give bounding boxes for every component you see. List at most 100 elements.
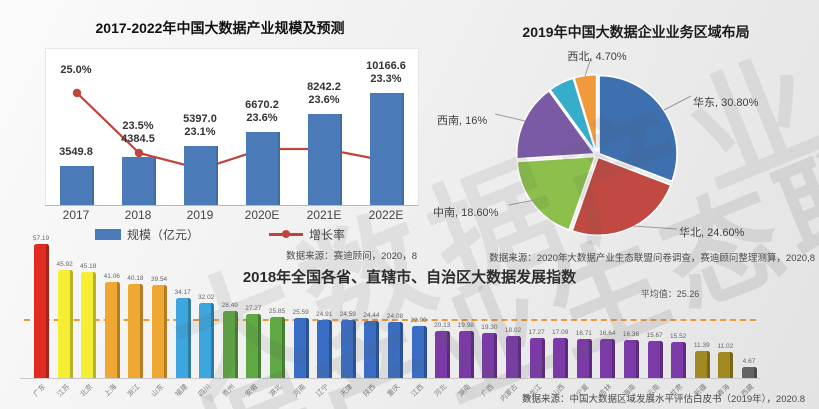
pie-leader-line-华北 [632,225,678,230]
data-label: 23.1% [184,126,216,138]
pie-leader-line-中南 [508,199,536,206]
data-label: 8242.2 [307,81,341,93]
province-value-海南: 16.36 [622,330,640,338]
province-value-西藏: 4.67 [742,358,756,366]
average-value-label: 平均值：25.26 [640,289,700,299]
pie-label-中南: 中南, 18.60% [433,207,499,219]
province-index-panel: 2018年全国各省、直辖市、自治区大数据发展指数 平均值：25.26 57.19… [0,235,819,409]
province-value-山东: 39.54 [150,276,168,284]
scale-bar-2018 [122,157,156,205]
province-value-广西: 19.30 [481,323,498,331]
pie-label-华北: 华北, 24.60% [679,227,745,239]
pie-leader-line-西南 [494,113,526,122]
data-label: 23.3% [370,73,402,85]
province-bar-湖南 [458,331,474,378]
x-axis-label-2017: 2017 [62,208,90,222]
province-value-上海: 41.06 [103,272,120,280]
province-bar-山东 [152,285,167,378]
province-bar-上海 [104,281,120,378]
province-value-陕西: 24.44 [363,311,380,319]
pie-chart-title: 2019年中国大数据企业业务区域布局 [522,24,750,40]
industry-scale-chart-panel: 2017-2022年中国大数据产业规模及预测 规模（亿元） 增长率 数据来源：赛… [15,8,425,263]
bar-legend-label: 规模（亿元） [126,228,199,242]
bar-legend-swatch [94,229,121,240]
legend-item-growth: 增长率 [269,226,345,243]
pie-leader-line-华东 [663,95,692,111]
province-value-黑龙江: 17.27 [528,328,545,336]
province-bar-北京 [81,272,97,378]
province-value-湖北: 25.85 [268,308,286,316]
average-dashed-line [24,318,756,321]
pie-label-西南: 西南, 16% [437,115,488,127]
scale-bar-2022E [370,93,404,205]
data-label: 10166.6 [366,60,406,72]
province-bar-吉林 [600,339,616,378]
province-bar-青海 [718,352,734,378]
growth-point-2018 [134,148,144,158]
province-bar-江苏 [57,270,73,378]
province-value-湖南: 19.98 [457,322,474,330]
province-value-新疆: 11.39 [693,342,710,350]
province-value-江苏: 45.92 [56,261,73,269]
province-value-吉林: 16.64 [599,330,616,337]
province-chart-source: 数据来源：中国大数据区域发展水平评估白皮书（2019年），2020.8 [522,394,805,405]
province-axis-line [20,378,760,379]
legend-item-scale: 规模（亿元） [94,226,199,243]
province-bar-甘肃 [671,341,687,378]
scale-bar-2021E [308,114,342,205]
province-bar-内蒙古 [506,335,521,378]
data-label: 23.6% [246,112,278,124]
combo-chart-legend: 规模（亿元） 增长率 [15,226,425,243]
data-label: 23.6% [308,94,340,106]
province-value-内蒙古: 18.02 [504,326,522,334]
combo-chart-plot [45,48,419,206]
x-axis-label-2018: 2018 [124,208,152,222]
province-value-云南: 15.67 [646,332,663,340]
province-bar-浙江 [128,283,144,378]
growth-label-2017: 25.0% [60,64,92,76]
province-bar-西藏 [742,367,757,378]
pie-label-西北: 西北, 4.70% [567,51,627,63]
province-bar-云南 [647,341,663,378]
province-bar-陕西 [364,320,380,378]
data-label: 6670.2 [245,99,279,111]
x-axis-label-2020E: 2020E [244,208,280,222]
province-value-安徽: 27.27 [245,305,262,313]
province-value-青海: 11.02 [717,343,734,351]
province-bar-宁夏 [576,338,592,378]
province-bar-广东 [34,244,49,378]
province-value-四川: 32.02 [198,293,215,301]
province-chart-title: 2018年全国各省、直辖市、自治区大数据发展指数 [242,269,577,286]
province-bar-福建 [175,297,191,378]
province-value-辽宁: 24.91 [316,310,333,318]
regional-pie-panel: 2019年中国大数据企业业务区域布局 华东, 30.80% 华北, 24.60% 中… [425,8,817,264]
pie-slice-中南 [516,155,597,232]
combo-chart-source: 数据来源：赛迪顾问，2020，8 [286,251,417,262]
province-bar-河南 [293,318,309,378]
province-bar-山西 [553,337,569,378]
x-axis-label-2021E: 2021E [306,208,342,222]
line-legend-label: 增长率 [309,228,346,242]
province-bar-江西 [411,326,427,378]
province-bar-辽宁 [317,319,333,378]
pie-slice-华东 [598,74,678,183]
scale-bar-2017 [60,166,94,205]
x-axis-label-2019: 2019 [186,208,214,222]
data-label: 5397.0 [183,113,217,125]
province-value-贵州: 28.49 [221,302,238,310]
data-label: 3549.8 [59,146,93,158]
province-value-广东: 57.19 [32,235,50,242]
province-bar-黑龙江 [529,337,545,378]
province-bar-新疆 [694,351,710,378]
pie-chart-source: 数据来源：2020年大数据产业生态联盟问卷调查，赛迪顾问整理测算，2020,8 [489,253,815,264]
pie-slice-华北 [571,156,672,237]
province-bar-广西 [482,332,498,378]
province-value-河北: 20.13 [434,321,451,329]
province-value-重庆: 24.08 [386,312,404,320]
province-value-宁夏: 16.71 [575,329,592,337]
province-value-福建: 34.17 [174,288,191,296]
pie-leader-line-西北 [584,57,592,77]
province-value-浙江: 40.18 [127,274,144,282]
province-bar-重庆 [388,321,403,378]
